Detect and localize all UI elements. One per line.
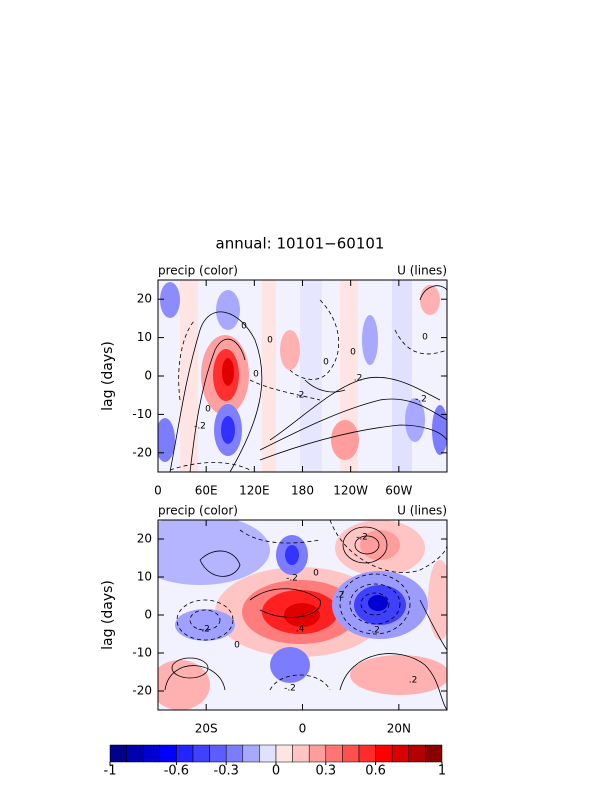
panel-left-label: precip (color) — [158, 264, 238, 278]
colorbar-tick-label: -1 — [104, 764, 117, 779]
colorbar-box — [308, 744, 327, 763]
contour-label: -.2 — [284, 684, 296, 694]
contour-lines — [169, 285, 447, 472]
contour-label: 0 — [253, 370, 259, 380]
panel-shading — [158, 280, 447, 472]
colorbar-box — [342, 744, 360, 763]
colorbar-box — [425, 744, 443, 763]
contour-label: -.2 — [286, 574, 298, 584]
x-tick-label: 20N — [387, 722, 411, 736]
contour-lines — [164, 520, 447, 710]
colorbar-box — [325, 744, 343, 763]
contour-label: 0 — [422, 333, 428, 343]
contour-label: -.2 — [415, 395, 427, 405]
colorbar-tick-label: 1 — [438, 764, 446, 779]
colorbar-tick-label: 0 — [272, 764, 280, 779]
colorbar-box — [391, 744, 410, 763]
contour-label: .4 — [296, 625, 305, 635]
y-tick-label: 0 — [144, 369, 152, 383]
figure-title: annual: 10101−60101 — [216, 235, 385, 253]
contour-label: -.2 — [356, 533, 368, 543]
x-tick-label: 180 — [291, 484, 314, 498]
x-tick-label: 60E — [195, 484, 218, 498]
y-tick-label: 10 — [137, 330, 152, 344]
y-tick-label: -20 — [132, 684, 152, 698]
colorbar-box — [225, 744, 244, 763]
colorbar-box — [358, 744, 376, 763]
contour-label: .2 — [409, 676, 418, 686]
colorbar-tick-label: 0.3 — [315, 764, 336, 779]
colorbar-box — [142, 744, 161, 763]
contour-label: -.2 — [194, 422, 206, 432]
colorbar-box — [292, 744, 310, 763]
y-axis-label: lag (days) — [100, 341, 116, 411]
contour-label: 0 — [205, 405, 211, 415]
x-tick-label: 120W — [333, 484, 368, 498]
y-tick-label: -10 — [132, 646, 152, 660]
colorbar-tick-label: -0.6 — [164, 764, 189, 779]
y-tick-label: -10 — [132, 407, 152, 421]
panel-right-label: U (lines) — [397, 264, 447, 278]
colorbar-box — [109, 744, 127, 763]
x-tick-label: 120E — [239, 484, 270, 498]
contour-label: .2 — [354, 374, 363, 384]
colorbar-box — [126, 744, 144, 763]
y-tick-label: 0 — [144, 608, 152, 622]
colorbar-tick-label: 0.6 — [365, 764, 386, 779]
colorbar-box — [192, 744, 210, 763]
contour-label: 0 — [313, 569, 319, 579]
colorbar-box — [176, 744, 194, 763]
colorbar-box — [242, 744, 260, 763]
contour-label: .2 — [336, 591, 345, 601]
y-axis-label: lag (days) — [100, 580, 116, 650]
colorbar-tick-label: -0.3 — [214, 764, 239, 779]
colorbar-box — [209, 744, 227, 763]
panel-right-label: U (lines) — [397, 504, 447, 518]
y-tick-label: 10 — [137, 570, 152, 584]
contour-label: 0 — [267, 336, 273, 346]
contour-label: .2 — [296, 391, 305, 401]
contour-label: -.2 — [198, 625, 210, 635]
contour-label: 0 — [234, 641, 240, 651]
colorbar-box — [259, 744, 277, 763]
colorbar-box — [375, 744, 393, 763]
x-tick-label: 60W — [385, 484, 412, 498]
x-tick-label: 0 — [154, 484, 162, 498]
y-tick-label: -20 — [132, 445, 152, 459]
colorbar-box — [275, 744, 293, 763]
x-tick-label: 20S — [195, 722, 218, 736]
panel-shading — [158, 520, 447, 710]
y-tick-label: 20 — [137, 292, 152, 306]
panel-left-label: precip (color) — [158, 504, 238, 518]
colorbar-box — [159, 744, 177, 763]
contour-label: 0 — [241, 322, 247, 332]
colorbar-box — [408, 744, 426, 763]
contour-label: -.2 — [368, 626, 380, 636]
y-tick-label: 20 — [137, 532, 152, 546]
contour-label: 0 — [323, 358, 329, 368]
x-tick-label: 0 — [299, 722, 307, 736]
contour-label: 0 — [350, 348, 356, 358]
